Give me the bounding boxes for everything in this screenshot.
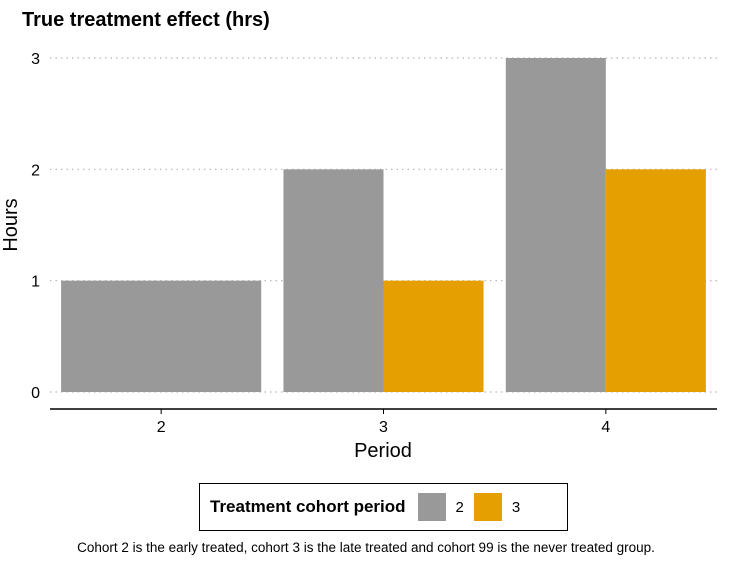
chart-caption: Cohort 2 is the early treated, cohort 3 … — [77, 540, 655, 555]
x-tick-label: 3 — [379, 419, 388, 436]
legend: Treatment cohort period 2 3 — [199, 483, 568, 531]
bar-period-3-cohort-3 — [383, 280, 484, 392]
y-tick-label: 3 — [31, 51, 40, 68]
bar-period-4-cohort-2 — [505, 58, 606, 392]
legend-label-cohort-3: 3 — [511, 498, 521, 516]
legend-title: Treatment cohort period — [210, 497, 406, 516]
legend-label-cohort-2: 2 — [455, 498, 464, 516]
legend-key-cohort-2 — [417, 493, 446, 521]
y-tick-label: 0 — [31, 385, 40, 402]
bar-period-4-cohort-3 — [605, 169, 706, 392]
y-axis-title: Hours — [0, 198, 22, 251]
bar-period-3-cohort-2 — [283, 169, 384, 392]
x-tick-label: 4 — [601, 419, 610, 436]
y-tick-label: 2 — [31, 162, 40, 179]
chart-title: True treatment effect (hrs) — [22, 9, 270, 31]
legend-key-cohort-3 — [473, 493, 502, 521]
bar-period-2-cohort-2 — [61, 280, 262, 392]
x-tick-labels: 2 3 4 — [157, 409, 610, 436]
y-tick-labels: 0 1 2 3 — [31, 51, 40, 402]
bars — [61, 58, 706, 392]
y-tick-label: 1 — [31, 274, 40, 291]
x-axis-title: Period — [354, 440, 412, 462]
x-tick-label: 2 — [157, 419, 166, 436]
